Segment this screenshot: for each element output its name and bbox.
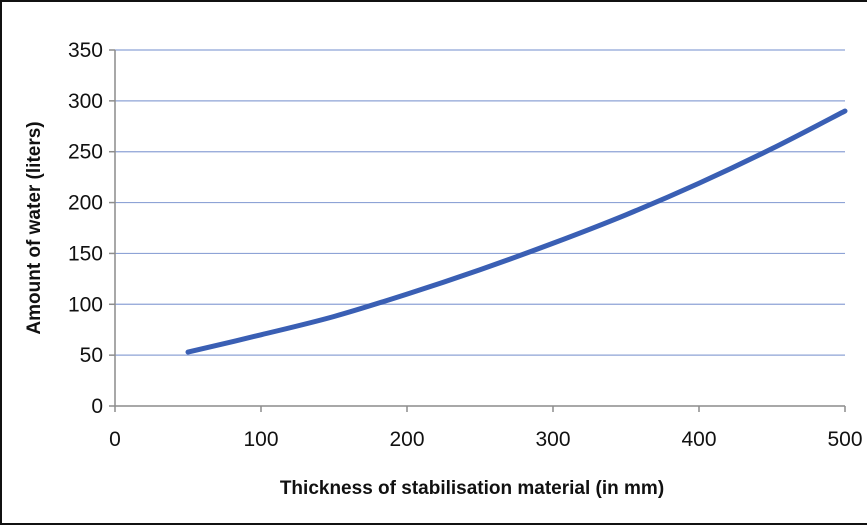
y-tick-label: 0 — [91, 395, 103, 418]
y-tick-label: 50 — [80, 344, 103, 367]
series-layer — [185, 108, 848, 355]
y-tick-label: 100 — [68, 293, 103, 316]
y-tick-labels: 0 50 100 150 200 250 300 350 — [68, 39, 115, 418]
y-tick-label: 250 — [68, 141, 103, 164]
gridlines — [115, 49, 845, 356]
x-axis-title: Thickness of stabilisation material (in … — [280, 478, 664, 499]
x-tick-label: 500 — [827, 428, 862, 451]
axes — [114, 50, 845, 407]
x-tick-labels: 0 100 200 300 400 500 — [109, 406, 863, 451]
x-tick-label: 400 — [681, 428, 716, 451]
y-tick-label: 200 — [68, 192, 103, 215]
y-tick-label: 150 — [68, 242, 103, 265]
x-tick-label: 100 — [243, 428, 278, 451]
y-axis-title: Amount of water (liters) — [24, 121, 45, 334]
x-tick-label: 200 — [389, 428, 424, 451]
x-tick-label: 300 — [535, 428, 570, 451]
y-tick-label: 350 — [68, 39, 103, 62]
y-tick-label: 300 — [68, 90, 103, 113]
x-tick-label: 0 — [109, 428, 121, 451]
series-line-0 — [185, 108, 848, 355]
